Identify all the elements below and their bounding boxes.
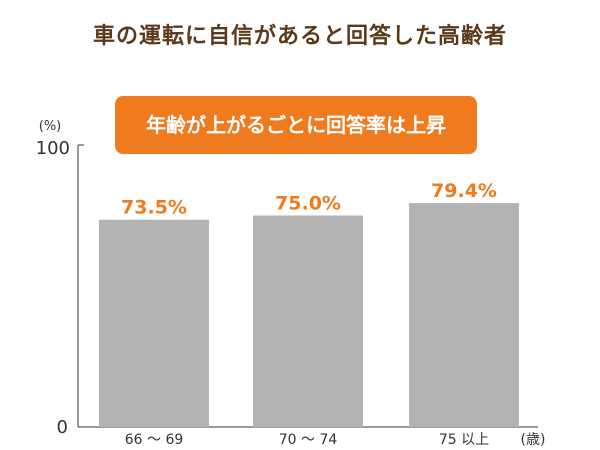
data-label-3: 79.4% bbox=[431, 180, 497, 202]
x-tick-label-2: 70 ～ 74 bbox=[279, 432, 338, 448]
x-tick-label-3: 75 以上 bbox=[439, 432, 489, 448]
bar-2 bbox=[253, 215, 363, 427]
x-axis-unit: (歳) bbox=[521, 432, 546, 448]
data-label-1: 73.5% bbox=[121, 197, 187, 219]
bar-3 bbox=[409, 203, 519, 427]
y-tick-label-0: 0 bbox=[57, 417, 68, 438]
x-tick-label-1: 66 ～ 69 bbox=[125, 432, 184, 448]
y-axis-unit: (%) bbox=[39, 119, 62, 134]
y-tick-label-100: 100 bbox=[36, 138, 70, 159]
bar-1 bbox=[99, 219, 209, 427]
bars-group: 73.5% 66 ～ 69 75.0% 70 ～ 74 79.4% 75 以上 bbox=[99, 180, 519, 448]
chart-title: 車の運転に自信があると回答した高齢者 bbox=[92, 24, 507, 49]
annotation-banner: 年齢が上がるごとに回答率は上昇 bbox=[115, 96, 477, 154]
data-label-2: 75.0% bbox=[275, 193, 341, 215]
